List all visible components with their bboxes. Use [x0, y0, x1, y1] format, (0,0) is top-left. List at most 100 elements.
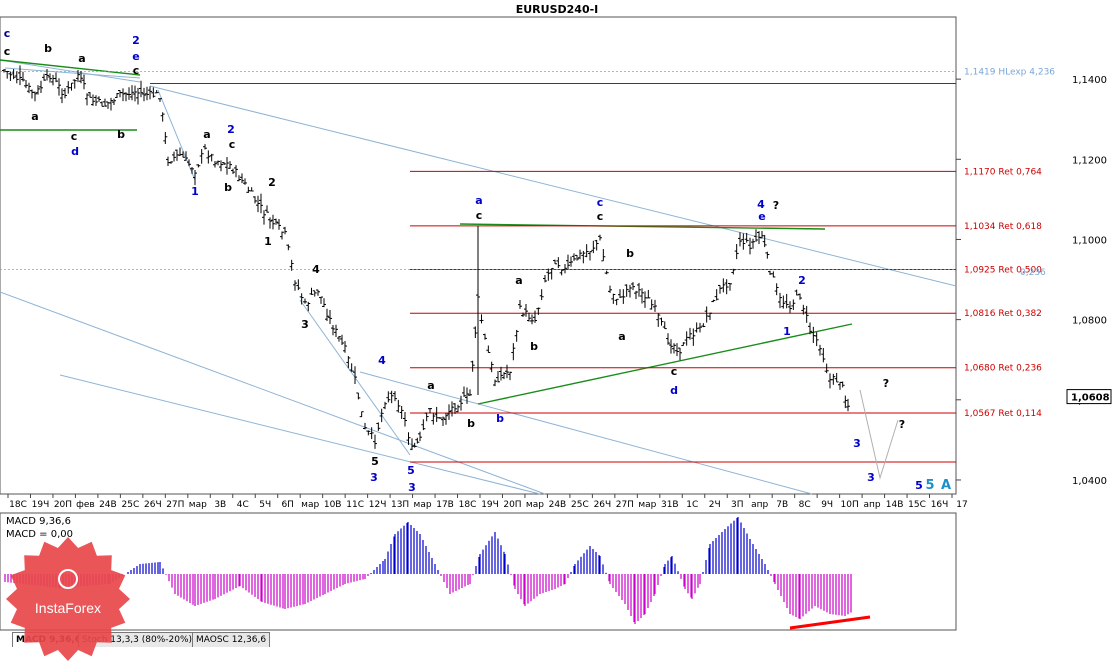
ohlc-bar: [187, 159, 191, 167]
ohlc-bar: [312, 290, 317, 297]
ohlc-bar: [196, 164, 201, 168]
ohlc-bar: [271, 214, 275, 230]
x-tick-label: фев: [76, 500, 95, 510]
ohlc-bar: [594, 239, 599, 251]
ohlc-bar: [322, 298, 326, 308]
wave-label: c: [671, 365, 678, 378]
ohlc-bar: [193, 170, 197, 186]
ohlc-bar: [496, 371, 500, 383]
x-tick-label: 24В: [549, 500, 567, 510]
ohlc-bar: [256, 195, 260, 213]
x-tick-label: 1С: [686, 500, 698, 510]
ohlc-bar: [681, 342, 686, 347]
ohlc-bar: [366, 430, 371, 436]
wave-label: a: [78, 52, 85, 65]
ohlc-bar: [130, 85, 134, 101]
ohlc-bar: [428, 407, 432, 414]
ohlc-bar: [721, 278, 726, 293]
ohlc-bar: [424, 412, 429, 422]
price-bars: [2, 65, 850, 451]
ohlc-bar: [11, 69, 16, 80]
ohlc-bar: [340, 334, 344, 345]
wave-label: 3: [408, 481, 416, 494]
instaforex-logo: InstaForex: [6, 537, 130, 661]
wave-line: [4, 67, 141, 79]
ohlc-bar: [158, 98, 162, 102]
x-tick-label: 6П: [281, 500, 294, 510]
wave-label: d: [670, 384, 678, 397]
ohlc-bar: [530, 314, 534, 325]
ohlc-bar: [499, 366, 503, 381]
wave-label: 4: [757, 198, 765, 211]
wave-label: c: [597, 196, 604, 209]
ohlc-bar: [240, 173, 244, 184]
ohlc-bar: [54, 72, 58, 83]
ohlc-bar: [584, 244, 589, 258]
ohlc-bar: [741, 233, 746, 250]
x-tick-label: 18С: [9, 500, 27, 510]
ohlc-bar: [781, 295, 786, 309]
ohlc-bar: [536, 307, 541, 315]
ohlc-bar: [508, 371, 512, 381]
x-tick-label: 26Ч: [144, 500, 162, 510]
x-tick-label: 20П: [54, 500, 72, 510]
ohlc-bar: [637, 282, 641, 297]
x-tick-label: 3П: [731, 500, 744, 510]
ohlc-bar: [410, 438, 414, 451]
ohlc-bar: [406, 432, 411, 445]
ohlc-bar: [243, 178, 247, 185]
ohlc-bar: [691, 328, 696, 346]
ohlc-bar: [148, 86, 152, 100]
wave-label: c: [71, 130, 78, 143]
ohlc-bar: [678, 347, 682, 361]
wave-label: b: [467, 417, 475, 430]
x-tick-label: 27П: [616, 500, 634, 510]
x-tick-label: 2Ч: [709, 500, 721, 510]
ohlc-bar: [39, 80, 43, 94]
ohlc-bar: [415, 437, 420, 444]
wave-label: 2: [268, 176, 276, 189]
ohlc-bar: [708, 312, 712, 320]
wave-label: 3: [301, 318, 309, 331]
wave-label: d: [71, 145, 79, 158]
ohlc-bar: [456, 404, 460, 413]
ohlc-bar: [389, 390, 394, 404]
ohlc-bar: [824, 363, 829, 374]
ohlc-bar: [8, 71, 13, 81]
ohlc-bar: [181, 151, 185, 158]
ohlc-bar: [172, 151, 176, 162]
x-tick-label: 7В: [776, 500, 788, 510]
ohlc-bar: [738, 232, 742, 247]
tab-maosc[interactable]: MAOSC 12,36,6: [192, 632, 271, 647]
ohlc-bar: [253, 196, 257, 204]
ohlc-bar: [63, 88, 67, 99]
ohlc-bar: [559, 269, 564, 276]
ohlc-bar: [473, 326, 478, 338]
ohlc-bar: [821, 347, 826, 363]
ohlc-bar: [203, 144, 207, 150]
x-tick-label: мар: [414, 500, 432, 510]
ohlc-bar: [283, 226, 287, 235]
ohlc-bar: [543, 274, 547, 283]
projection-path: [859, 389, 899, 480]
ohlc-bar: [814, 332, 819, 347]
x-tick-label: 25С: [571, 500, 589, 510]
x-tick-label: 10П: [841, 500, 859, 510]
ohlc-bar: [675, 343, 679, 357]
ohlc-bar: [524, 303, 528, 317]
y-tick-label: 1,1000: [1072, 235, 1107, 246]
ohlc-bar: [840, 381, 845, 388]
x-tick-label: мар: [301, 500, 319, 510]
ohlc-bar: [788, 301, 792, 314]
macd-histogram: [4, 517, 852, 624]
ohlc-bar: [222, 162, 226, 166]
wave-label: e: [132, 50, 139, 63]
x-tick-label: 12Ч: [369, 500, 387, 510]
ohlc-bar: [393, 391, 397, 402]
ohlc-bar: [441, 416, 445, 426]
ohlc-bar: [794, 289, 799, 296]
x-tick-label: 25С: [122, 500, 140, 510]
ohlc-bar: [634, 290, 638, 300]
ohlc-bar: [688, 327, 692, 340]
